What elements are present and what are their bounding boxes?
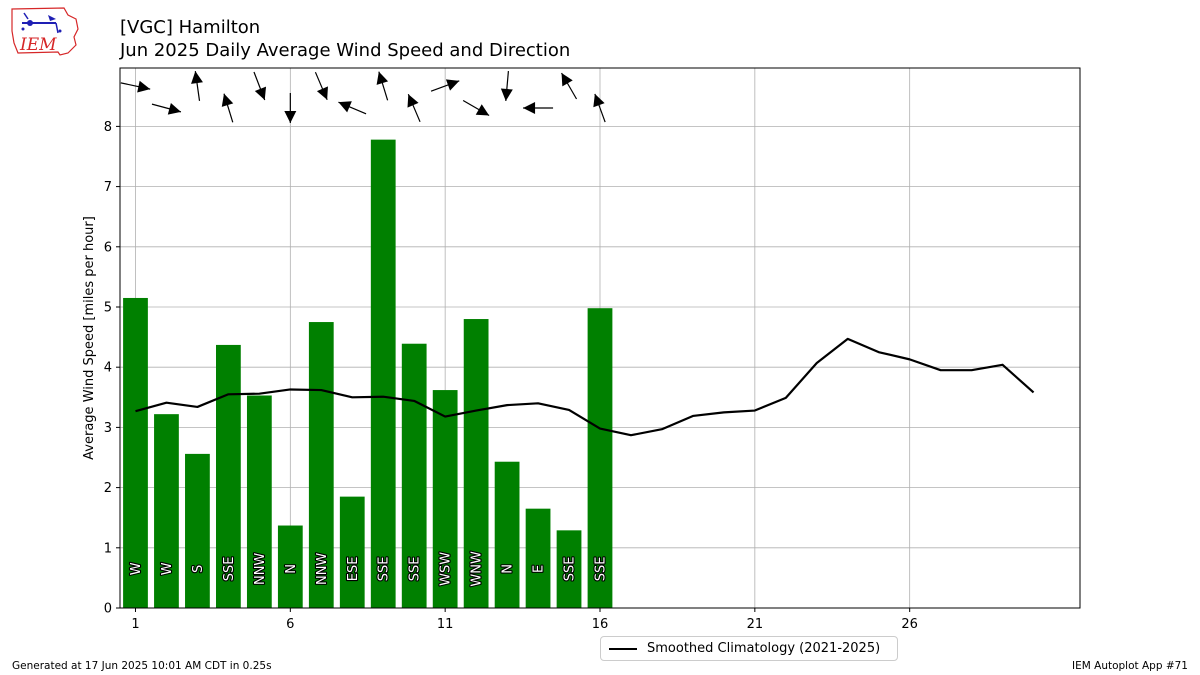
bar-day-3 bbox=[185, 453, 210, 608]
wind-arrow-day-5 bbox=[253, 71, 267, 101]
wind-arrow-day-12 bbox=[462, 99, 490, 117]
chart-subtitle: Jun 2025 Daily Average Wind Speed and Di… bbox=[120, 40, 571, 61]
y-tick-label: 0 bbox=[104, 602, 112, 617]
wind-arrow-day-11 bbox=[430, 79, 460, 92]
direction-label: N bbox=[501, 564, 516, 574]
bar-day-2 bbox=[154, 414, 179, 608]
wind-arrow-day-8 bbox=[338, 101, 367, 115]
direction-label: ESE bbox=[346, 557, 361, 582]
bar-day-4 bbox=[216, 344, 241, 608]
bar-day-15 bbox=[556, 530, 582, 608]
wind-arrow-day-10 bbox=[407, 93, 421, 123]
wind-arrow-day-1 bbox=[120, 80, 151, 93]
legend-line-swatch bbox=[609, 647, 637, 650]
x-tick-label: 1 bbox=[131, 617, 139, 632]
y-tick-label: 8 bbox=[104, 120, 112, 135]
y-tick-label: 6 bbox=[104, 240, 112, 255]
wind-arrow-day-16 bbox=[593, 93, 606, 123]
x-tick-label: 21 bbox=[747, 617, 764, 632]
chart-title: [VGC] Hamilton bbox=[120, 17, 261, 38]
direction-label: SSE bbox=[408, 557, 423, 582]
direction-label: SSE bbox=[377, 557, 392, 582]
wind-arrow-day-14 bbox=[523, 102, 554, 114]
direction-label: NNW bbox=[253, 553, 268, 585]
bar-day-10 bbox=[401, 343, 427, 608]
iem-logo: IEM bbox=[11, 7, 79, 56]
wind-arrow-day-9 bbox=[376, 71, 389, 101]
bar-day-12 bbox=[463, 319, 489, 608]
y-tick-label: 5 bbox=[104, 300, 112, 315]
wind-arrows bbox=[120, 71, 606, 123]
climatology-line bbox=[135, 337, 1035, 437]
x-tick-label: 11 bbox=[437, 617, 454, 632]
wind-arrow-day-13 bbox=[500, 71, 513, 101]
legend-label: Smoothed Climatology (2021-2025) bbox=[647, 641, 881, 656]
bars bbox=[123, 139, 613, 608]
bar-day-13 bbox=[494, 461, 520, 608]
bar-day-11 bbox=[432, 390, 458, 608]
wind-arrow-day-7 bbox=[314, 71, 328, 101]
direction-label: W bbox=[160, 562, 175, 575]
x-tick-label: 26 bbox=[901, 617, 918, 632]
legend: Smoothed Climatology (2021-2025) bbox=[600, 636, 898, 661]
y-tick-label: 1 bbox=[104, 541, 112, 556]
wind-arrow-day-6 bbox=[284, 93, 297, 123]
bar-day-8 bbox=[339, 496, 365, 608]
bar-day-9 bbox=[370, 139, 396, 608]
wind-arrow-day-3 bbox=[191, 71, 203, 101]
wind-arrow-day-2 bbox=[151, 102, 182, 115]
direction-labels: W W S SSE NNW N NNW ESE SSE SSE WSW WNW N E SSE SSE bbox=[128, 550, 610, 588]
bar-day-7 bbox=[308, 322, 334, 608]
climatology-series-line bbox=[135, 337, 1035, 437]
direction-label: E bbox=[532, 565, 547, 573]
wind-arrow-day-15 bbox=[561, 72, 578, 100]
logo-text: IEM bbox=[19, 35, 57, 55]
bar-day-6 bbox=[277, 525, 303, 608]
direction-label: NNW bbox=[315, 553, 330, 585]
direction-label: SSE bbox=[563, 557, 578, 582]
x-tick-label: 16 bbox=[592, 617, 609, 632]
bar-day-5 bbox=[246, 395, 272, 608]
direction-label: W bbox=[129, 562, 144, 575]
bar-day-14 bbox=[525, 508, 551, 608]
bar-day-16 bbox=[587, 308, 613, 608]
footer-app: IEM Autoplot App #71 bbox=[1072, 660, 1188, 672]
bar-day-1 bbox=[123, 297, 148, 608]
y-axis-label: Average Wind Speed [miles per hour] bbox=[82, 216, 97, 460]
direction-label: WSW bbox=[439, 552, 454, 586]
y-tick-label: 7 bbox=[104, 180, 112, 195]
direction-label: SSE bbox=[594, 557, 609, 582]
y-tick-label: 2 bbox=[104, 481, 112, 496]
wind-arrow-day-4 bbox=[221, 93, 234, 123]
direction-label: S bbox=[191, 565, 206, 573]
footer-generated: Generated at 17 Jun 2025 10:01 AM CDT in… bbox=[12, 660, 272, 672]
y-tick-label: 3 bbox=[104, 421, 112, 436]
x-tick-label: 6 bbox=[286, 617, 294, 632]
direction-label: WNW bbox=[470, 551, 485, 587]
direction-label: N bbox=[284, 564, 299, 574]
direction-label: SSE bbox=[222, 557, 237, 582]
y-tick-label: 4 bbox=[104, 361, 112, 376]
